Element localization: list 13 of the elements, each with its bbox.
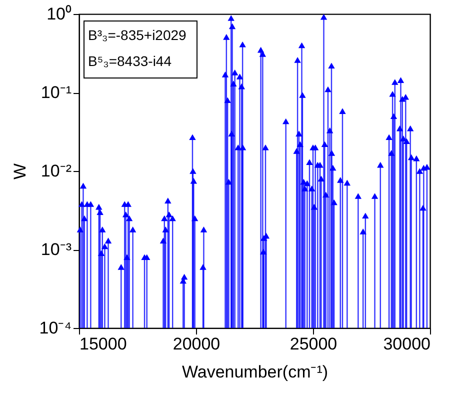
y-tick-label: 10⁻⁴ xyxy=(39,318,72,338)
y-tick-label: 10⁰ xyxy=(46,4,72,24)
y-tick-label: 10⁻³ xyxy=(40,240,72,259)
x-axis-title: Wavenumber(cm⁻¹) xyxy=(182,362,328,382)
y-tick-label: 10⁻¹ xyxy=(40,83,72,102)
annotation: B³₃=-835+i2029 xyxy=(88,27,187,43)
x-tick-label: 15000 xyxy=(80,334,127,354)
x-tick-label: 25000 xyxy=(290,334,338,354)
x-tick-label: 20000 xyxy=(172,334,220,354)
annotation: B⁵₃=8433-i44 xyxy=(88,53,172,69)
x-tick-label: 30000 xyxy=(383,334,430,354)
y-tick-label: 10⁻² xyxy=(40,162,72,180)
y-axis-title: W xyxy=(10,163,30,180)
